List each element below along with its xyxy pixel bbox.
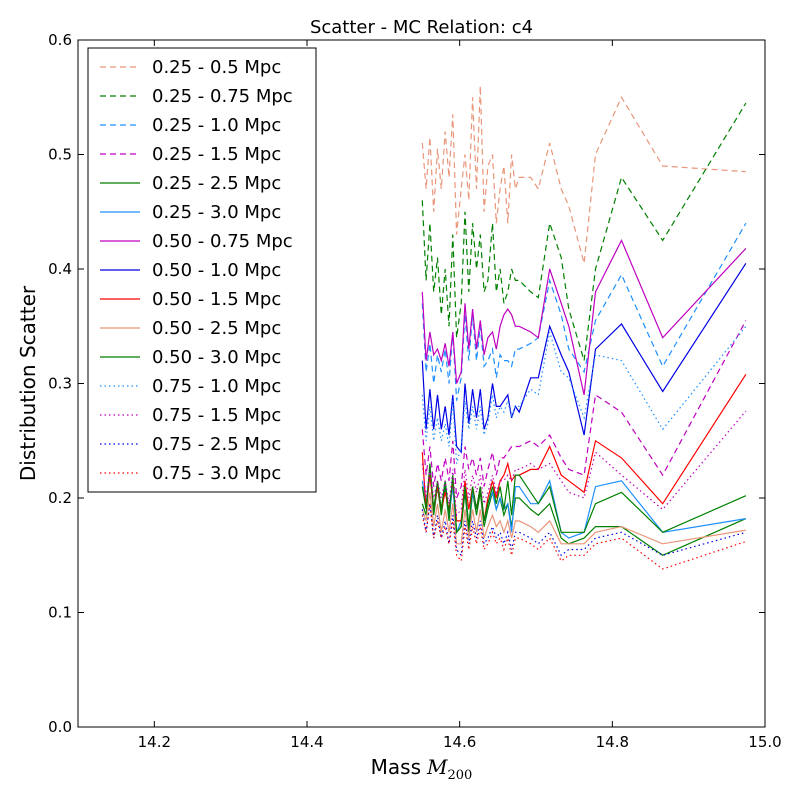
legend-entry-4: 0.25 - 2.5 Mpc <box>100 173 281 194</box>
ticks-layer: 14.2 14.4 14.6 14.8 15.0 0.0 0.1 0.2 0.3 0.4 0.5 0.… <box>48 31 782 751</box>
legend-label: 0.25 - 3.0 Mpc <box>152 202 281 223</box>
series-line-14 <box>421 503 747 570</box>
series-line-11 <box>421 325 747 464</box>
series-line-2 <box>421 222 747 401</box>
series-line-3 <box>421 320 747 499</box>
series-line-6 <box>421 238 747 396</box>
y-tick-label: 0.2 <box>48 489 72 507</box>
y-tick-label: 0.1 <box>48 604 72 622</box>
legend-label: 0.25 - 0.5 Mpc <box>152 57 281 78</box>
series-line-9 <box>421 492 746 545</box>
series-line-1 <box>421 102 747 361</box>
legend-entry-11: 0.75 - 1.0 Mpc <box>100 376 281 397</box>
series-line-0 <box>421 85 746 264</box>
x-axis-subscript: 200 <box>448 768 473 783</box>
series-line-12 <box>421 410 747 517</box>
series-line-7 <box>421 262 747 454</box>
legend-label: 0.50 - 1.0 Mpc <box>152 260 281 281</box>
series-line-8 <box>421 373 747 522</box>
legend-entry-2: 0.25 - 1.0 Mpc <box>100 115 281 136</box>
legend-label: 0.25 - 2.5 Mpc <box>152 173 281 194</box>
legend-entry-14: 0.75 - 3.0 Mpc <box>100 463 281 484</box>
legend-label: 0.50 - 2.5 Mpc <box>152 318 281 339</box>
y-axis-title: Distribution Scatter <box>16 285 40 481</box>
legend-entry-6: 0.50 - 0.75 Mpc <box>100 231 293 252</box>
legend-label: 0.50 - 0.75 Mpc <box>152 231 293 252</box>
x-tick-label: 14.2 <box>138 733 171 751</box>
legend-label: 0.25 - 1.5 Mpc <box>152 144 281 165</box>
legend-entry-1: 0.25 - 0.75 Mpc <box>100 86 293 107</box>
legend-entry-9: 0.50 - 2.5 Mpc <box>100 318 281 339</box>
legend-entry-8: 0.50 - 1.5 Mpc <box>100 289 281 310</box>
x-axis-title: Mass M200 <box>371 755 473 783</box>
legend-entry-3: 0.25 - 1.5 Mpc <box>100 144 281 165</box>
legend-label: 0.75 - 3.0 Mpc <box>152 463 281 484</box>
y-tick-label: 0.0 <box>48 718 72 736</box>
y-tick-label: 0.4 <box>48 260 72 278</box>
chart-title: Scatter - MC Relation: c4 <box>310 17 533 38</box>
x-tick-label: 14.8 <box>596 733 629 751</box>
legend-entry-10: 0.50 - 3.0 Mpc <box>100 347 281 368</box>
legend-entry-0: 0.25 - 0.5 Mpc <box>100 57 281 78</box>
x-tick-label: 15.0 <box>748 733 781 751</box>
series-line-4 <box>421 469 747 556</box>
y-tick-label: 0.6 <box>48 31 72 49</box>
legend: 0.25 - 0.5 Mpc 0.25 - 0.75 Mpc 0.25 - 1.0 … <box>87 47 317 493</box>
x-tick-label: 14.6 <box>443 733 476 751</box>
legend-label: 0.25 - 0.75 Mpc <box>152 86 293 107</box>
legend-entry-13: 0.75 - 2.5 Mpc <box>100 434 281 455</box>
legend-label: 0.50 - 3.0 Mpc <box>152 347 281 368</box>
legend-entry-5: 0.25 - 3.0 Mpc <box>100 202 281 223</box>
series-line-13 <box>421 503 747 557</box>
y-tick-label: 0.3 <box>48 375 72 393</box>
series-layer <box>421 85 747 570</box>
x-axis-label: Mass <box>371 755 421 779</box>
x-tick-label: 14.4 <box>290 733 323 751</box>
legend-entry-7: 0.50 - 1.0 Mpc <box>100 260 281 281</box>
legend-label: 0.75 - 1.0 Mpc <box>152 376 281 397</box>
legend-entry-12: 0.75 - 1.5 Mpc <box>100 405 281 426</box>
legend-label: 0.75 - 1.5 Mpc <box>152 405 281 426</box>
legend-label: 0.25 - 1.0 Mpc <box>152 115 281 136</box>
x-axis-math: M <box>426 755 448 779</box>
y-tick-label: 0.5 <box>48 146 72 164</box>
legend-label: 0.50 - 1.5 Mpc <box>152 289 281 310</box>
legend-label: 0.75 - 2.5 Mpc <box>152 434 281 455</box>
